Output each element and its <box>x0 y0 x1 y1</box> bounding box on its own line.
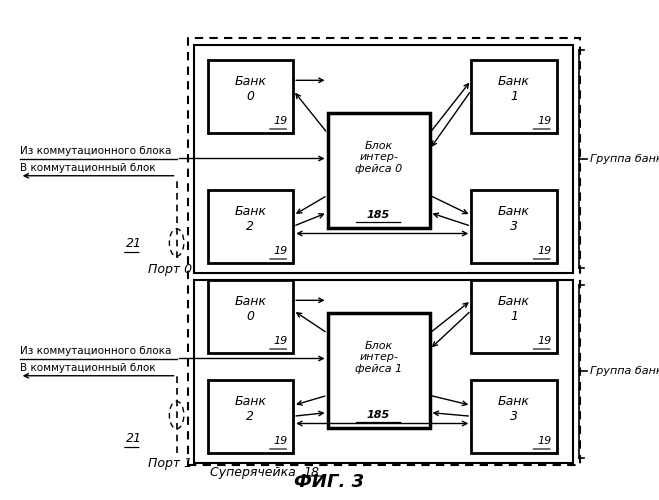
Text: Блок
интер-
фейса 0: Блок интер- фейса 0 <box>355 141 402 174</box>
Bar <box>208 60 293 132</box>
Text: Банк
0: Банк 0 <box>235 74 266 103</box>
Bar <box>471 60 557 132</box>
Bar <box>471 380 557 452</box>
Text: Из коммутационного блока: Из коммутационного блока <box>20 146 171 156</box>
Text: 19: 19 <box>537 116 552 126</box>
Text: Порт 1: Порт 1 <box>148 458 192 470</box>
Text: Банк
1: Банк 1 <box>498 74 530 103</box>
Text: Банк
2: Банк 2 <box>235 395 266 423</box>
Text: 19: 19 <box>273 436 288 446</box>
Bar <box>471 280 557 352</box>
Ellipse shape <box>169 229 184 256</box>
Bar <box>208 380 293 452</box>
Text: В коммутационный блок: В коммутационный блок <box>20 163 156 173</box>
Bar <box>194 280 573 462</box>
Text: 21: 21 <box>126 432 142 445</box>
Text: В коммутационный блок: В коммутационный блок <box>20 363 156 373</box>
Text: 18: 18 <box>303 466 319 479</box>
Text: 19: 19 <box>273 246 288 256</box>
Text: 19: 19 <box>537 336 552 346</box>
Text: 19: 19 <box>273 336 288 346</box>
Text: Банк
1: Банк 1 <box>498 294 530 323</box>
Text: Группа банков 1: Группа банков 1 <box>590 366 659 376</box>
Text: Порт 0: Порт 0 <box>148 262 192 276</box>
Text: ФИГ. 3: ФИГ. 3 <box>295 473 364 491</box>
Text: Банк
2: Банк 2 <box>235 205 266 233</box>
Bar <box>208 190 293 262</box>
Text: Суперячейка: Суперячейка <box>210 466 300 479</box>
Text: Банк
3: Банк 3 <box>498 205 530 233</box>
Ellipse shape <box>169 401 184 428</box>
Bar <box>471 190 557 262</box>
Bar <box>194 45 573 272</box>
Bar <box>188 38 580 465</box>
Text: Банк
0: Банк 0 <box>235 294 266 323</box>
Text: Банк
3: Банк 3 <box>498 395 530 423</box>
Text: Блок
интер-
фейса 1: Блок интер- фейса 1 <box>355 341 402 374</box>
Text: 19: 19 <box>537 436 552 446</box>
Text: 19: 19 <box>537 246 552 256</box>
Text: 185: 185 <box>367 210 390 220</box>
Bar <box>328 312 430 428</box>
Text: Группа банков 0: Группа банков 0 <box>590 154 659 164</box>
Text: 21: 21 <box>126 237 142 250</box>
Text: 19: 19 <box>273 116 288 126</box>
Bar <box>208 280 293 352</box>
Bar <box>328 112 430 228</box>
Text: Из коммутационного блока: Из коммутационного блока <box>20 346 171 356</box>
Text: 185: 185 <box>367 410 390 420</box>
